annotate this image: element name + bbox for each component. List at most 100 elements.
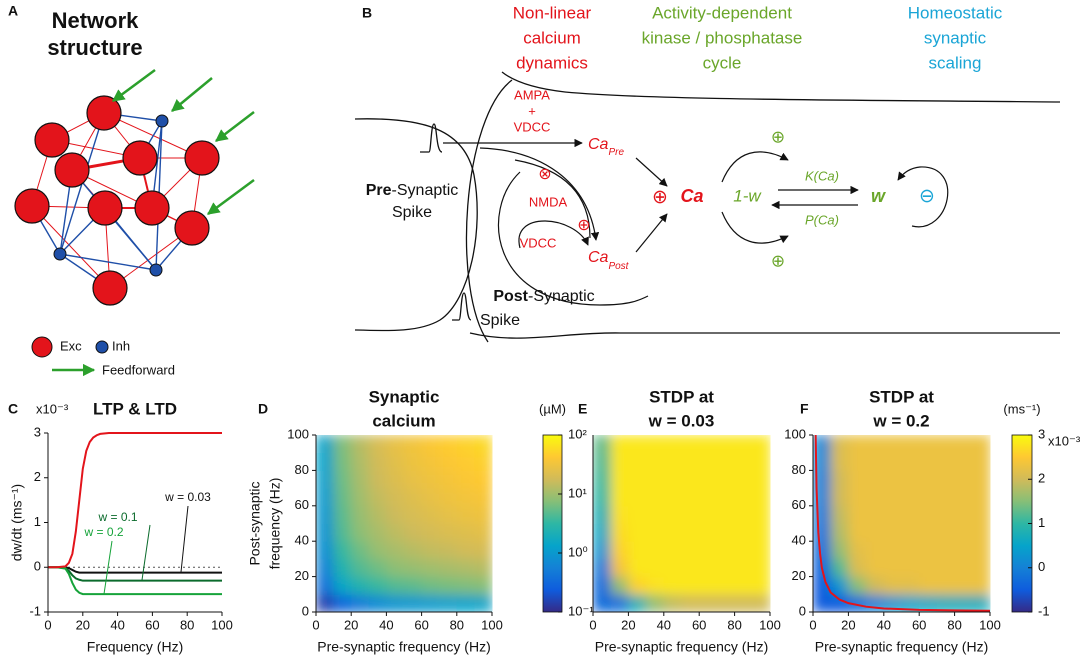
heatmap-cell [439, 452, 458, 471]
heatmap-cell [883, 452, 902, 471]
bold: Pre [366, 182, 392, 199]
edge [71, 169, 193, 229]
heatmap-cell [663, 541, 682, 560]
axis-scale: x10⁻³ [36, 401, 69, 416]
heatmap-cell [456, 541, 475, 560]
heatmap-cell [333, 488, 352, 507]
heatmap-cell [699, 452, 718, 471]
heatmap-cell [830, 435, 849, 454]
heatmap-cell [734, 523, 753, 542]
arrow [514, 159, 591, 239]
heatmap-cell [681, 523, 700, 542]
bold: Post [493, 288, 528, 305]
heatmap-cell [663, 505, 682, 524]
heatmap-cell [368, 576, 387, 595]
heatmap-cell [901, 470, 920, 489]
heatmap-cell [316, 523, 335, 542]
heading: cycle [703, 53, 742, 72]
heatmap-cell [813, 470, 832, 489]
heatmap-cell [610, 558, 629, 578]
heatmap-cell [936, 488, 956, 507]
panel-letter: D [258, 401, 268, 417]
heatmap-cell [919, 505, 938, 524]
annotation: w = 0.03 [164, 490, 211, 504]
heatmap-cell [752, 505, 771, 524]
colorbar-tick-label: -1 [1038, 603, 1050, 618]
heatmap-cell [456, 452, 475, 471]
heatmap-cell [368, 488, 387, 507]
heatmap-cell [628, 452, 647, 471]
chart-title: Synaptic [369, 387, 440, 406]
heatmap-cell [404, 452, 423, 471]
heatmap-cell [830, 488, 849, 507]
rate-label: P(Ca) [805, 212, 839, 227]
heatmap-cell [936, 452, 956, 471]
heatmap-cell [813, 576, 832, 595]
heatmap-cell [734, 470, 753, 489]
x-axis-label: Frequency (Hz) [87, 639, 183, 655]
x-tick-label: 80 [727, 617, 741, 632]
symbol: ⊖ [919, 186, 935, 207]
heatmap-cell [681, 576, 700, 595]
heatmap-cell [866, 505, 885, 524]
channel-label: VDCC [520, 235, 557, 250]
heatmap-cell [752, 523, 771, 542]
heatmap-cell [368, 505, 387, 524]
heading: dynamics [516, 53, 588, 72]
chart-title: w = 0.03 [648, 411, 715, 430]
one-minus-w: 1-w [733, 186, 762, 205]
x-axis-label: Pre-synaptic frequency (Hz) [317, 639, 491, 655]
heatmap-cell [813, 594, 832, 613]
heatmap-cell [333, 470, 352, 489]
heatmap-cell [919, 576, 938, 595]
chart-title: calcium [372, 411, 435, 430]
panel-title: Network [52, 8, 140, 33]
heatmap-cell [830, 470, 849, 489]
post-spike [452, 292, 472, 321]
x-tick-label: 20 [344, 617, 358, 632]
heatmap-cell [351, 470, 370, 489]
heatmap-cell [883, 558, 902, 578]
subscript: Post [608, 261, 629, 272]
y-tick-label: 60 [792, 497, 806, 512]
heatmap-cell [663, 594, 682, 613]
y-tick-label: 20 [295, 568, 309, 583]
heatmap-cell [716, 435, 736, 454]
feedforward-arrow [171, 77, 213, 112]
pre-spike [420, 123, 443, 153]
heatmap-cell [421, 470, 440, 489]
y-tick-label: 80 [295, 462, 309, 477]
heatmap-cell [936, 594, 956, 613]
heatmap-cell [421, 594, 440, 613]
heatmap-cell [439, 523, 458, 542]
heatmap-cell [421, 523, 440, 542]
panel-letter: A [8, 3, 18, 19]
y-tick-label: 2 [34, 469, 41, 484]
heatmap-cell [848, 576, 867, 595]
heatmap-cell [351, 505, 370, 524]
heatmap-cell [681, 505, 700, 524]
ca-total: Ca [680, 186, 703, 206]
heatmap-cell [333, 505, 352, 524]
heatmap-cell [368, 541, 387, 560]
heatmap-cell [848, 558, 867, 578]
chart-title: w = 0.2 [872, 411, 929, 430]
heatmap-cell [386, 435, 405, 454]
feedforward-arrow [206, 178, 255, 216]
heatmap-cell [474, 470, 493, 489]
heatmap-cell [901, 541, 920, 560]
heatmap-cell [386, 488, 405, 507]
feedforward-arrow [215, 111, 255, 142]
heatmap-cell [734, 452, 753, 471]
heatmap-cell [663, 523, 682, 542]
heading: Non-linear [513, 3, 592, 22]
heatmap-cell [813, 435, 832, 454]
heatmap-cell [830, 523, 849, 542]
heatmap-cell [972, 452, 991, 471]
heatmap-cell [628, 576, 647, 595]
chart-title: STDP at [649, 387, 714, 406]
heatmap-cell [610, 470, 629, 489]
heatmap-cell [593, 488, 612, 507]
exc-node [134, 190, 170, 226]
arrow [635, 213, 668, 253]
